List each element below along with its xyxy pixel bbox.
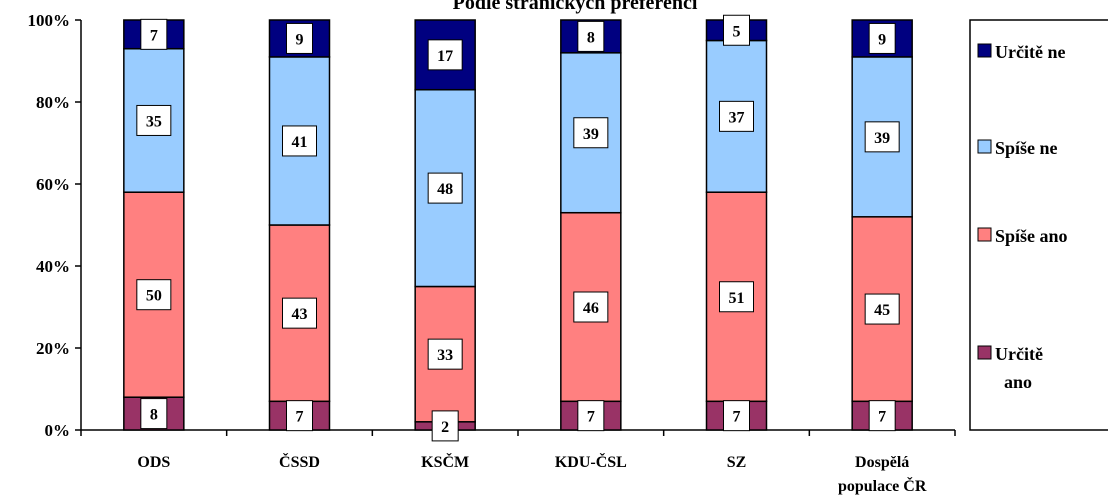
data-label-box xyxy=(573,117,609,149)
data-label-box xyxy=(719,100,754,132)
data-label-box xyxy=(282,297,317,329)
data-label: 7 xyxy=(587,409,595,426)
data-label-box xyxy=(136,279,172,311)
x-tick-label: SZ xyxy=(727,454,747,471)
data-label: 46 xyxy=(583,300,599,317)
x-tick-label: populace ČR xyxy=(838,476,927,495)
data-label: 37 xyxy=(729,109,745,126)
data-label: 39 xyxy=(583,126,599,143)
x-tick-label: ČSSD xyxy=(279,452,320,471)
data-label: 7 xyxy=(296,409,304,426)
legend-label-spise-ne: Spíše ne xyxy=(995,138,1058,158)
data-label-box xyxy=(573,291,609,323)
legend-label-urcite-ano: Určitě xyxy=(995,344,1043,364)
data-label: 43 xyxy=(292,306,308,323)
axes: 0% 20% 40% 60% 80% 100% ODS ČSSD KSČM KDU-ČSL SZ Do… xyxy=(28,11,956,495)
legend-swatch-spise-ne xyxy=(977,139,992,154)
data-label: 41 xyxy=(292,134,308,151)
data-label-box xyxy=(282,125,317,157)
data-label: 45 xyxy=(874,302,890,319)
data-label-box xyxy=(140,398,168,430)
legend-label-urcite-ano: ano xyxy=(1004,372,1032,392)
data-label-box xyxy=(286,22,313,54)
data-label: 35 xyxy=(146,113,162,130)
y-tick-label: 40% xyxy=(36,257,70,276)
data-label: 5 xyxy=(733,23,741,40)
data-label: 50 xyxy=(146,288,162,305)
x-tick-label: ODS xyxy=(137,454,170,471)
bars xyxy=(123,19,913,431)
data-label-box xyxy=(723,14,750,46)
data-label: 9 xyxy=(296,31,304,48)
y-tick-label: 20% xyxy=(36,339,70,358)
data-label-box xyxy=(723,400,750,432)
data-label-box xyxy=(864,293,900,325)
data-label: 9 xyxy=(878,31,886,48)
data-label-box xyxy=(427,172,463,204)
x-tick-label: Dospělá xyxy=(855,454,909,471)
data-label-box xyxy=(577,400,605,432)
y-tick-label: 80% xyxy=(36,93,70,112)
data-label-box xyxy=(577,20,605,52)
data-label: 48 xyxy=(437,181,453,198)
data-label: 33 xyxy=(437,347,453,364)
data-labels: 8 50 35 7 7 43 41 9 2 33 48 17 7 46 39 8 7 51 37 5 7 45 39 9 xyxy=(136,14,900,442)
data-label-box xyxy=(431,410,459,442)
chart-title: Podle stranických preferencí xyxy=(453,0,698,14)
data-label: 8 xyxy=(150,407,158,424)
legend-swatch-spise-ano xyxy=(977,227,992,242)
legend-box xyxy=(969,19,1108,431)
data-label-box xyxy=(868,400,896,432)
data-label: 39 xyxy=(874,130,890,147)
x-tick-label: KSČM xyxy=(421,452,469,471)
legend: Určitě ne Spíše ne Spíše ano Určitě ano xyxy=(969,19,1108,431)
data-label-box xyxy=(140,18,168,50)
data-label: 8 xyxy=(587,29,595,46)
data-label-box xyxy=(864,121,900,153)
data-label-box xyxy=(136,104,172,136)
y-tick-label: 100% xyxy=(28,11,71,30)
y-tick-label: 60% xyxy=(36,175,70,194)
data-label: 7 xyxy=(150,27,158,44)
legend-label-urcite-ne: Určitě ne xyxy=(995,42,1065,62)
data-label-box xyxy=(427,338,463,370)
data-label-box xyxy=(868,22,896,54)
legend-label-spise-ano: Spíše ano xyxy=(995,226,1068,246)
data-label-box xyxy=(427,39,463,71)
data-label: 2 xyxy=(441,419,449,436)
data-label-box xyxy=(286,400,313,432)
legend-swatch-urcite-ano xyxy=(977,345,992,360)
data-label: 7 xyxy=(733,409,741,426)
legend-swatch-urcite-ne xyxy=(977,43,992,58)
data-label: 7 xyxy=(878,409,886,426)
y-tick-label: 0% xyxy=(45,421,71,440)
x-tick-label: KDU-ČSL xyxy=(555,452,627,471)
data-label: 51 xyxy=(729,290,745,307)
data-label: 17 xyxy=(437,48,453,65)
data-label-box xyxy=(719,281,754,313)
